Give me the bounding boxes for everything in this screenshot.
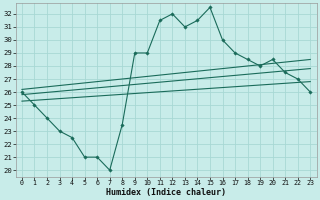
X-axis label: Humidex (Indice chaleur): Humidex (Indice chaleur) <box>106 188 226 197</box>
